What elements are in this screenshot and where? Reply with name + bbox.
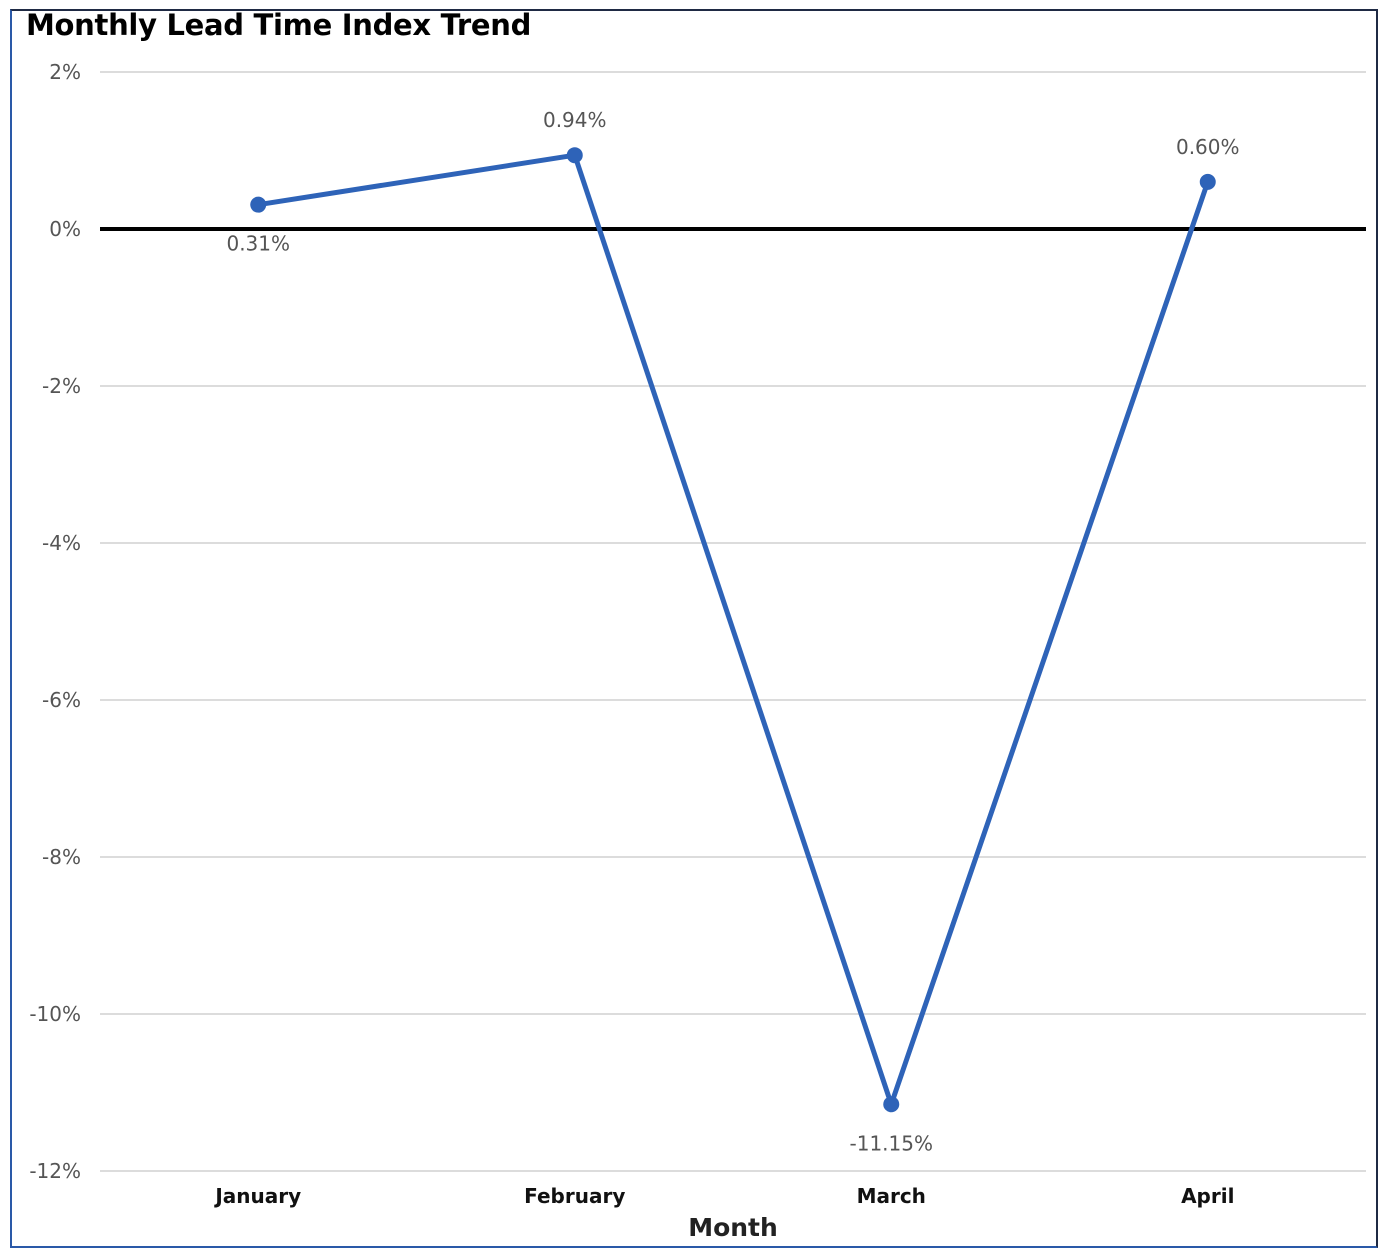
chart-frame [10,9,1378,1248]
y-tick-label: -4% [42,531,81,555]
series-line [255,152,1211,1107]
data-label: 0.94% [543,108,607,132]
y-tick-label: -12% [29,1159,81,1183]
x-tick-label: April [1181,1184,1234,1208]
data-label: 0.60% [1176,135,1240,159]
y-tick-label: 0% [49,217,81,241]
data-point [1199,173,1216,190]
data-label: -11.15% [850,1131,933,1155]
x-axis-title: Month [688,1213,778,1242]
y-tick-label: -2% [42,374,81,398]
x-tick-label: January [213,1184,301,1208]
series-group: 0.31% 0.94% -11.15% 0.60% [226,108,1239,1155]
gridlines [100,71,1366,1172]
x-tick-label: March [857,1184,926,1208]
data-label: 0.31% [226,232,290,256]
data-point [883,1096,900,1113]
data-point [566,147,583,164]
y-tick-label: -8% [42,845,81,869]
y-tick-label: -6% [42,688,81,712]
x-tick-label: February [524,1184,625,1208]
y-tick-label: 2% [49,60,81,84]
data-point [250,196,267,213]
chart-title: Monthly Lead Time Index Trend [26,8,532,42]
y-tick-label: -10% [29,1002,81,1026]
x-axis-categories: January February March April [213,1184,1234,1208]
y-axis-ticks: 2% 0% -2% -4% -6% -8% -10% -12% [29,60,81,1183]
